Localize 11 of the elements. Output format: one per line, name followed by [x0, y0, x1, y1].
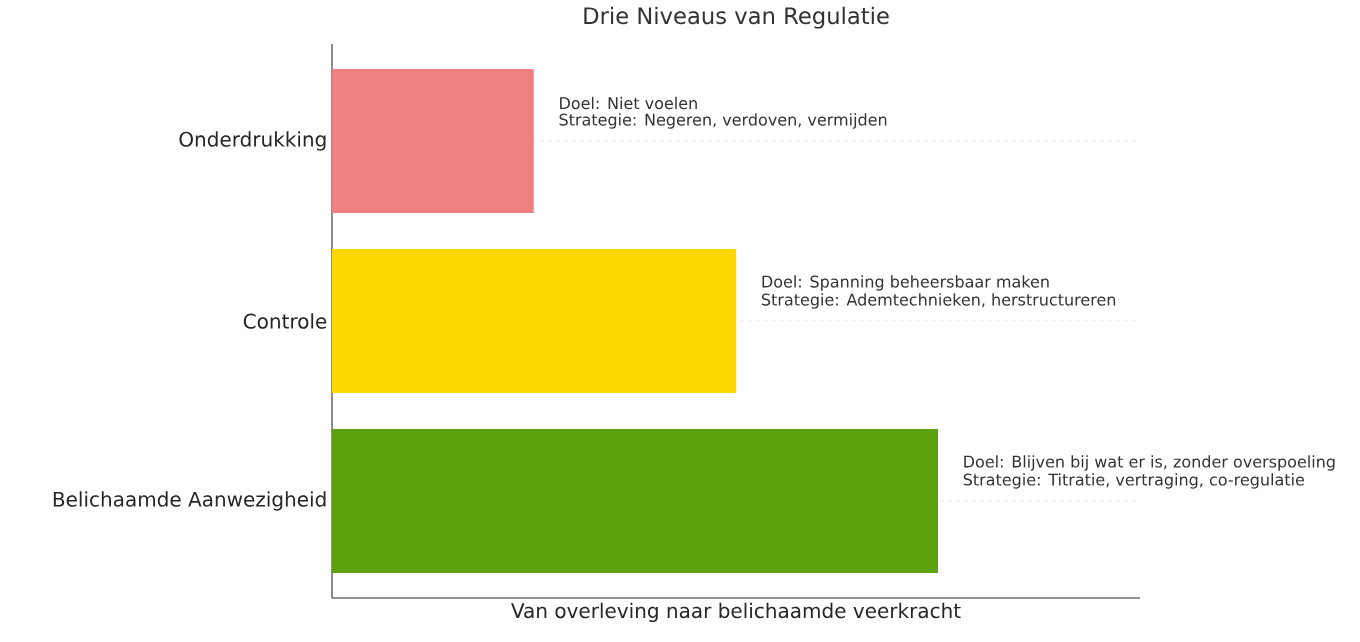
annotation: Doel: Spanning beheersbaar maken	[762, 275, 1049, 291]
y-tick-label: Belichaamde Aanwezigheid	[53, 491, 326, 511]
annotation: Strategie: Ademtechnieken, herstructureren	[761, 293, 1116, 309]
chart-title: Drie Niveaus van Regulatie	[584, 6, 889, 29]
annotation: Doel: Blijven bij wat er is, zonder overspoeling	[964, 455, 1335, 471]
annotation: Strategie: Titratie, vertraging, co-regulatie	[963, 473, 1305, 489]
annotation: Strategie: Negeren, verdoven, vermijden	[559, 113, 887, 129]
y-tick-label: Onderdrukking	[179, 131, 326, 151]
x-axis-title: Van overleving naar belichaamde veerkracht	[511, 602, 961, 623]
annotation: Doel: Niet voelen	[560, 96, 697, 110]
y-tick-label: Controle	[243, 313, 327, 329]
